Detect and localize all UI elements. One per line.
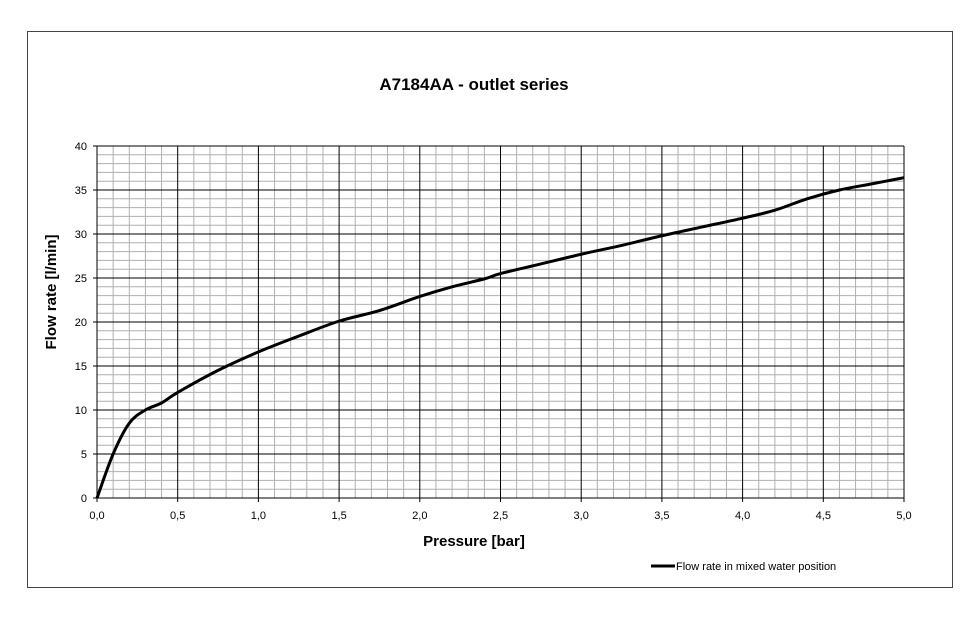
y-tick-label: 5 — [81, 449, 87, 461]
x-tick-label: 3,5 — [654, 510, 669, 522]
tick-labels: 0,0 0,5 1,0 1,5 2,0 2,5 3,0 3,5 4,0 4,5 5,0 0 5 10 15 2… — [75, 141, 912, 522]
legend-label: Flow rate in mixed water position — [676, 561, 836, 573]
series-line-flow-rate — [95, 176, 905, 499]
x-axis-label: Pressure [bar] — [423, 533, 525, 550]
x-tick-label: 0,0 — [89, 510, 104, 522]
y-tick-label: 10 — [75, 405, 87, 417]
grid — [93, 145, 905, 502]
y-tick-label: 40 — [75, 141, 87, 153]
y-tick-label: 0 — [81, 493, 87, 505]
y-tick-label: 30 — [75, 229, 87, 241]
x-tick-label: 5,0 — [896, 510, 911, 522]
x-tick-label: 1,0 — [251, 510, 266, 522]
x-tick-label: 3,0 — [574, 510, 589, 522]
y-tick-label: 15 — [75, 361, 87, 373]
x-tick-label: 4,0 — [735, 510, 750, 522]
x-tick-label: 0,5 — [170, 510, 185, 522]
x-tick-label: 2,0 — [412, 510, 427, 522]
x-tick-label: 1,5 — [331, 510, 346, 522]
y-tick-label: 25 — [75, 273, 87, 285]
y-axis-label: Flow rate [l/min] — [43, 234, 60, 349]
chart-frame — [27, 31, 953, 588]
x-tick-label: 2,5 — [493, 510, 508, 522]
x-tick-label: 4,5 — [816, 510, 831, 522]
y-tick-label: 35 — [75, 185, 87, 197]
y-tick-label: 20 — [75, 317, 87, 329]
chart-title: A7184AA - outlet series — [379, 75, 568, 94]
